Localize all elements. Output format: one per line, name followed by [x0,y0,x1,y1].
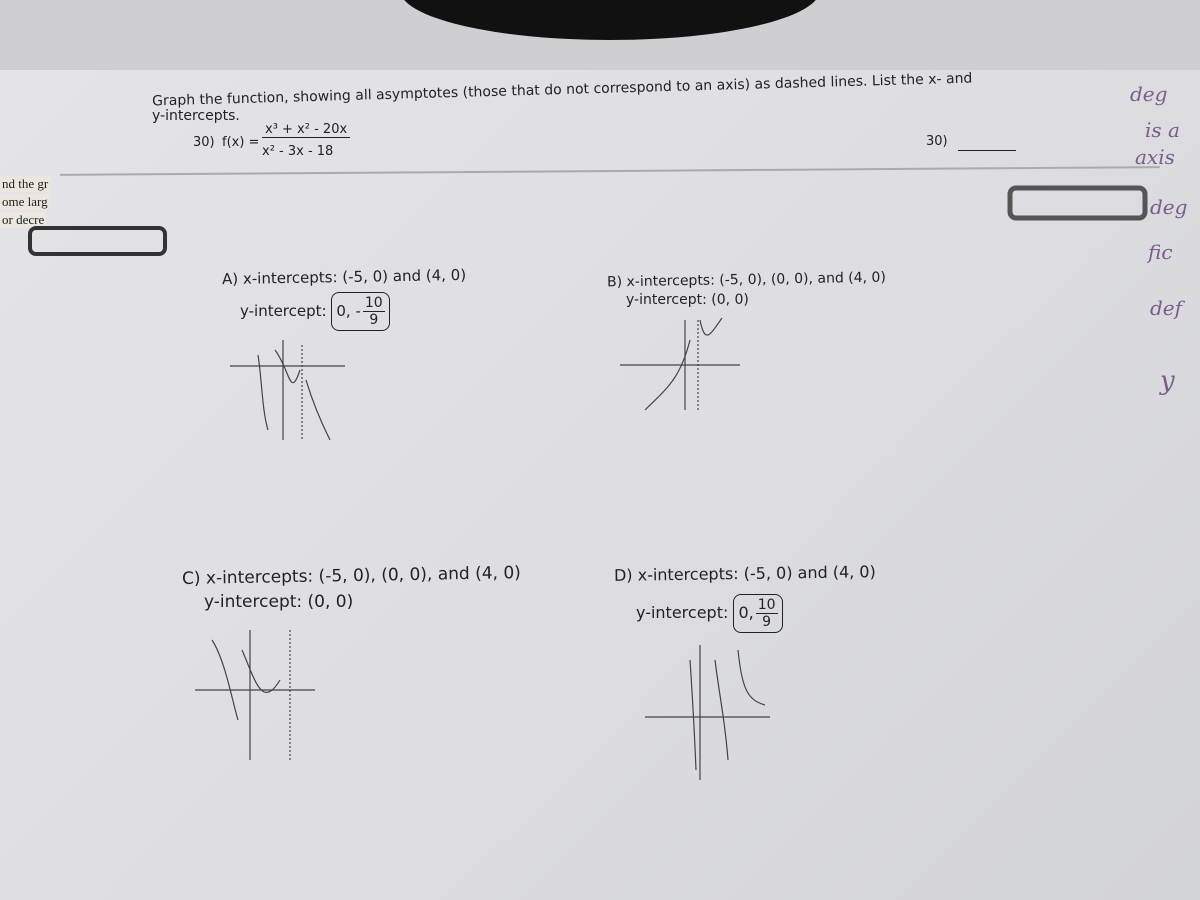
handwriting: def [1150,296,1183,320]
handwriting: axis [1135,145,1175,169]
graph-c [195,630,315,760]
denominator: 9 [762,614,772,630]
function-label: f(x) = [222,135,260,150]
handwriting: deg [1130,82,1168,106]
handwriting: deg [1150,195,1188,219]
worksheet [0,70,1200,900]
option-y-intercept: y-intercept: (0, 0) [204,592,354,612]
numerator: x³ + x² - 20x [262,122,351,138]
option-x-intercepts: D) x-intercepts: (-5, 0) and (4, 0) [613,562,876,585]
graph-d [645,645,770,780]
answer-label: 30) [926,134,948,149]
denominator: 9 [369,312,379,328]
denominator: x² - 3x - 18 [262,144,334,159]
option-y-intercept: y-intercept: 0, 10 9 [636,594,783,633]
label: y-intercept: [636,603,729,622]
label: y-intercept: [240,302,327,320]
clip [1007,185,1148,221]
handwriting: fic [1148,240,1173,264]
side-text: or decre [0,212,47,228]
option-y-intercept: y-intercept: (0, 0) [626,292,749,308]
prefix: 0, - [336,302,361,320]
prefix: 0, [738,603,754,622]
handwriting: is a [1145,118,1180,142]
graph-b [620,317,740,411]
side-text: ome larg [0,194,50,210]
side-text: nd the gr [0,176,51,192]
graph-a [230,340,345,441]
point: 0, 10 9 [733,594,783,633]
instructions: y-intercepts. [152,108,240,124]
answer-line [958,150,1016,151]
problem-number: 30) [193,135,215,150]
handwriting: y [1160,366,1175,396]
clip [28,226,167,256]
numerator: 10 [362,295,385,312]
option-y-intercept: y-intercept: 0, -10 9 [240,292,390,331]
point: 0, -10 9 [331,292,390,331]
numerator: 10 [755,597,778,614]
